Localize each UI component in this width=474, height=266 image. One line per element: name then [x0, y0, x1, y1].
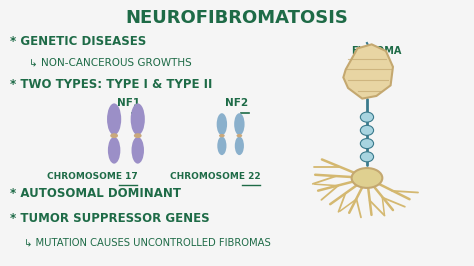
Text: ↳ MUTATION CAUSES UNCONTROLLED FIBROMAS: ↳ MUTATION CAUSES UNCONTROLLED FIBROMAS — [24, 238, 271, 248]
Ellipse shape — [235, 136, 244, 155]
Ellipse shape — [234, 113, 245, 135]
Text: * TWO TYPES: TYPE I & TYPE II: * TWO TYPES: TYPE I & TYPE II — [10, 78, 212, 90]
Ellipse shape — [131, 103, 145, 135]
Ellipse shape — [107, 103, 121, 135]
Ellipse shape — [131, 137, 144, 164]
Text: * GENETIC DISEASES: * GENETIC DISEASES — [10, 35, 146, 48]
Ellipse shape — [217, 136, 227, 155]
Ellipse shape — [217, 113, 227, 135]
Polygon shape — [343, 44, 393, 99]
Ellipse shape — [110, 133, 118, 138]
Ellipse shape — [108, 137, 120, 164]
Text: ↳ NON-CANCEROUS GROWTHS: ↳ NON-CANCEROUS GROWTHS — [29, 58, 192, 68]
Ellipse shape — [360, 112, 374, 122]
Ellipse shape — [360, 125, 374, 135]
Ellipse shape — [360, 139, 374, 149]
Ellipse shape — [134, 133, 142, 138]
Text: * TUMOR SUPPRESSOR GENES: * TUMOR SUPPRESSOR GENES — [10, 213, 210, 226]
Ellipse shape — [219, 134, 225, 137]
Ellipse shape — [352, 168, 383, 188]
Ellipse shape — [360, 152, 374, 162]
Ellipse shape — [237, 134, 242, 137]
Text: NF2: NF2 — [226, 98, 248, 107]
Text: CHROMOSOME 22: CHROMOSOME 22 — [171, 172, 261, 181]
Text: FIBROMA: FIBROMA — [351, 46, 401, 56]
Text: * AUTOSOMAL DOMINANT: * AUTOSOMAL DOMINANT — [10, 187, 181, 200]
Text: CHROMOSOME 17: CHROMOSOME 17 — [47, 172, 138, 181]
Text: NEUROFIBROMATOSIS: NEUROFIBROMATOSIS — [126, 9, 348, 27]
Text: NF1: NF1 — [117, 98, 140, 107]
